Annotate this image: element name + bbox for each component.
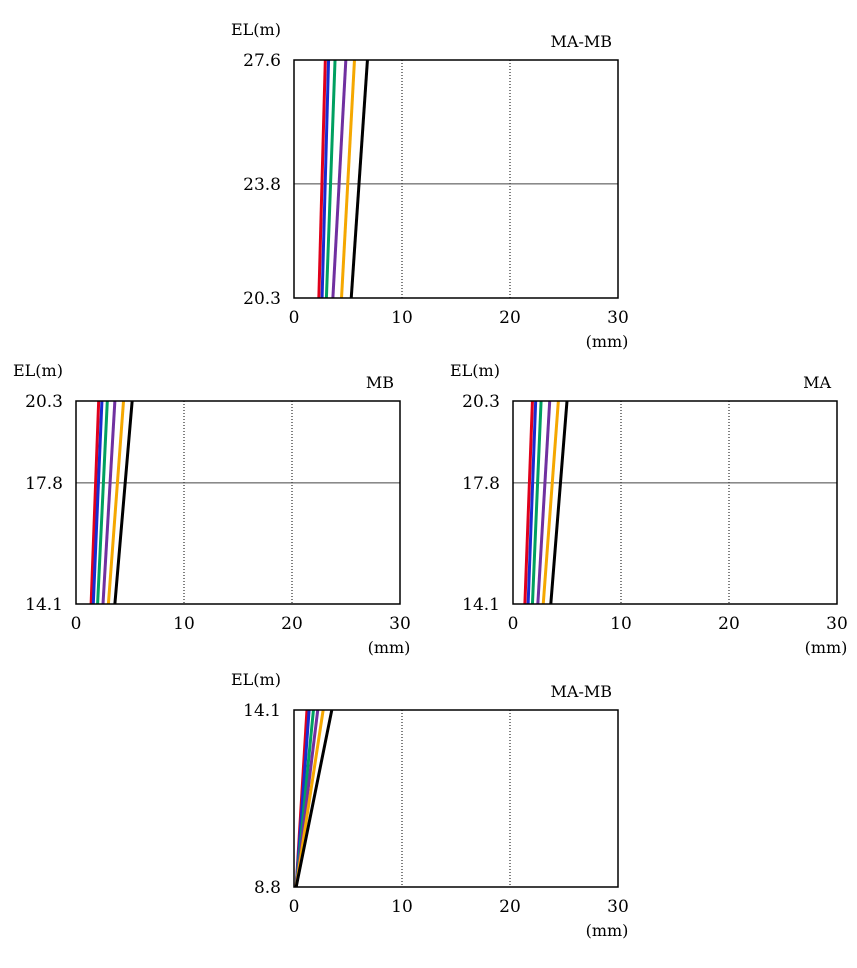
series-line-blue [91,400,104,605]
plot-frame [293,59,619,299]
x-unit-label: (mm) [805,638,848,657]
x-unit-label: (mm) [586,921,629,940]
series-line-black [294,709,334,888]
chart-title: MA [803,373,831,392]
series-line-green [530,400,543,605]
y-axis-label: EL(m) [231,670,281,689]
chart-title: MB [366,373,394,392]
y-axis-label: EL(m) [13,361,63,380]
x-tick-label: 30 [389,614,411,634]
plot-frame [512,400,838,605]
plot-frame [293,709,619,888]
y-tick-label: 20.3 [462,392,500,412]
x-tick-label: 10 [391,308,413,328]
series-line-red [317,59,327,299]
y-axis-label: EL(m) [450,361,500,380]
series-line-orange [106,400,126,605]
y-tick-label: 17.8 [462,474,500,494]
chart-2: 0 10 20 30 20.3 17.8 14.1 EL(m) MB (mm) [13,361,411,657]
x-tick-label: 30 [607,897,629,917]
x-tick-label: 0 [508,614,519,634]
y-tick-label: 27.6 [243,51,281,71]
x-tick-label: 20 [718,614,740,634]
series-line-black [113,400,134,605]
x-tick-label: 10 [610,614,632,634]
plot-frame [75,400,401,605]
chart-1: 0 10 20 30 27.6 23.8 20.3 EL(m) MA-MB (mm) [231,20,629,351]
series-line-blue [526,400,538,605]
x-tick-label: 10 [391,897,413,917]
y-tick-label: 20.3 [243,289,281,309]
y-tick-label: 14.1 [462,595,500,615]
series-line-purple [536,400,552,605]
chart-3: 0 10 20 30 20.3 17.8 14.1 EL(m) MA (mm) [450,361,848,657]
x-tick-label: 20 [281,614,303,634]
chart-4: 0 10 20 30 14.1 8.8 EL(m) MA-MB (mm) [231,670,629,940]
y-tick-label: 14.1 [243,701,281,721]
series-line-red [89,400,101,605]
x-unit-label: (mm) [586,332,629,351]
x-tick-label: 0 [289,897,300,917]
y-tick-label: 14.1 [25,595,63,615]
y-tick-label: 20.3 [25,392,63,412]
series-line-red [523,400,534,605]
x-tick-label: 30 [826,614,848,634]
chart-title: MA-MB [551,32,612,51]
x-tick-label: 0 [71,614,82,634]
x-tick-label: 30 [607,308,629,328]
series-line-orange [541,400,560,605]
x-tick-label: 10 [173,614,195,634]
x-tick-label: 20 [499,897,521,917]
series-line-purple [331,59,348,299]
x-unit-label: (mm) [368,638,411,657]
series-line-green [324,59,337,299]
y-tick-label: 8.8 [254,878,281,898]
chart-title: MA-MB [551,682,612,701]
series-line-orange [340,59,356,299]
x-tick-label: 20 [499,308,521,328]
series-line-black [549,400,569,605]
y-tick-label: 17.8 [25,474,63,494]
y-tick-label: 23.8 [243,175,281,195]
series-line-green [96,400,109,605]
series-line-black [349,59,369,299]
y-axis-label: EL(m) [231,20,281,39]
x-tick-label: 0 [289,308,300,328]
series-line-blue [320,59,331,299]
series-line-purple [101,400,117,605]
